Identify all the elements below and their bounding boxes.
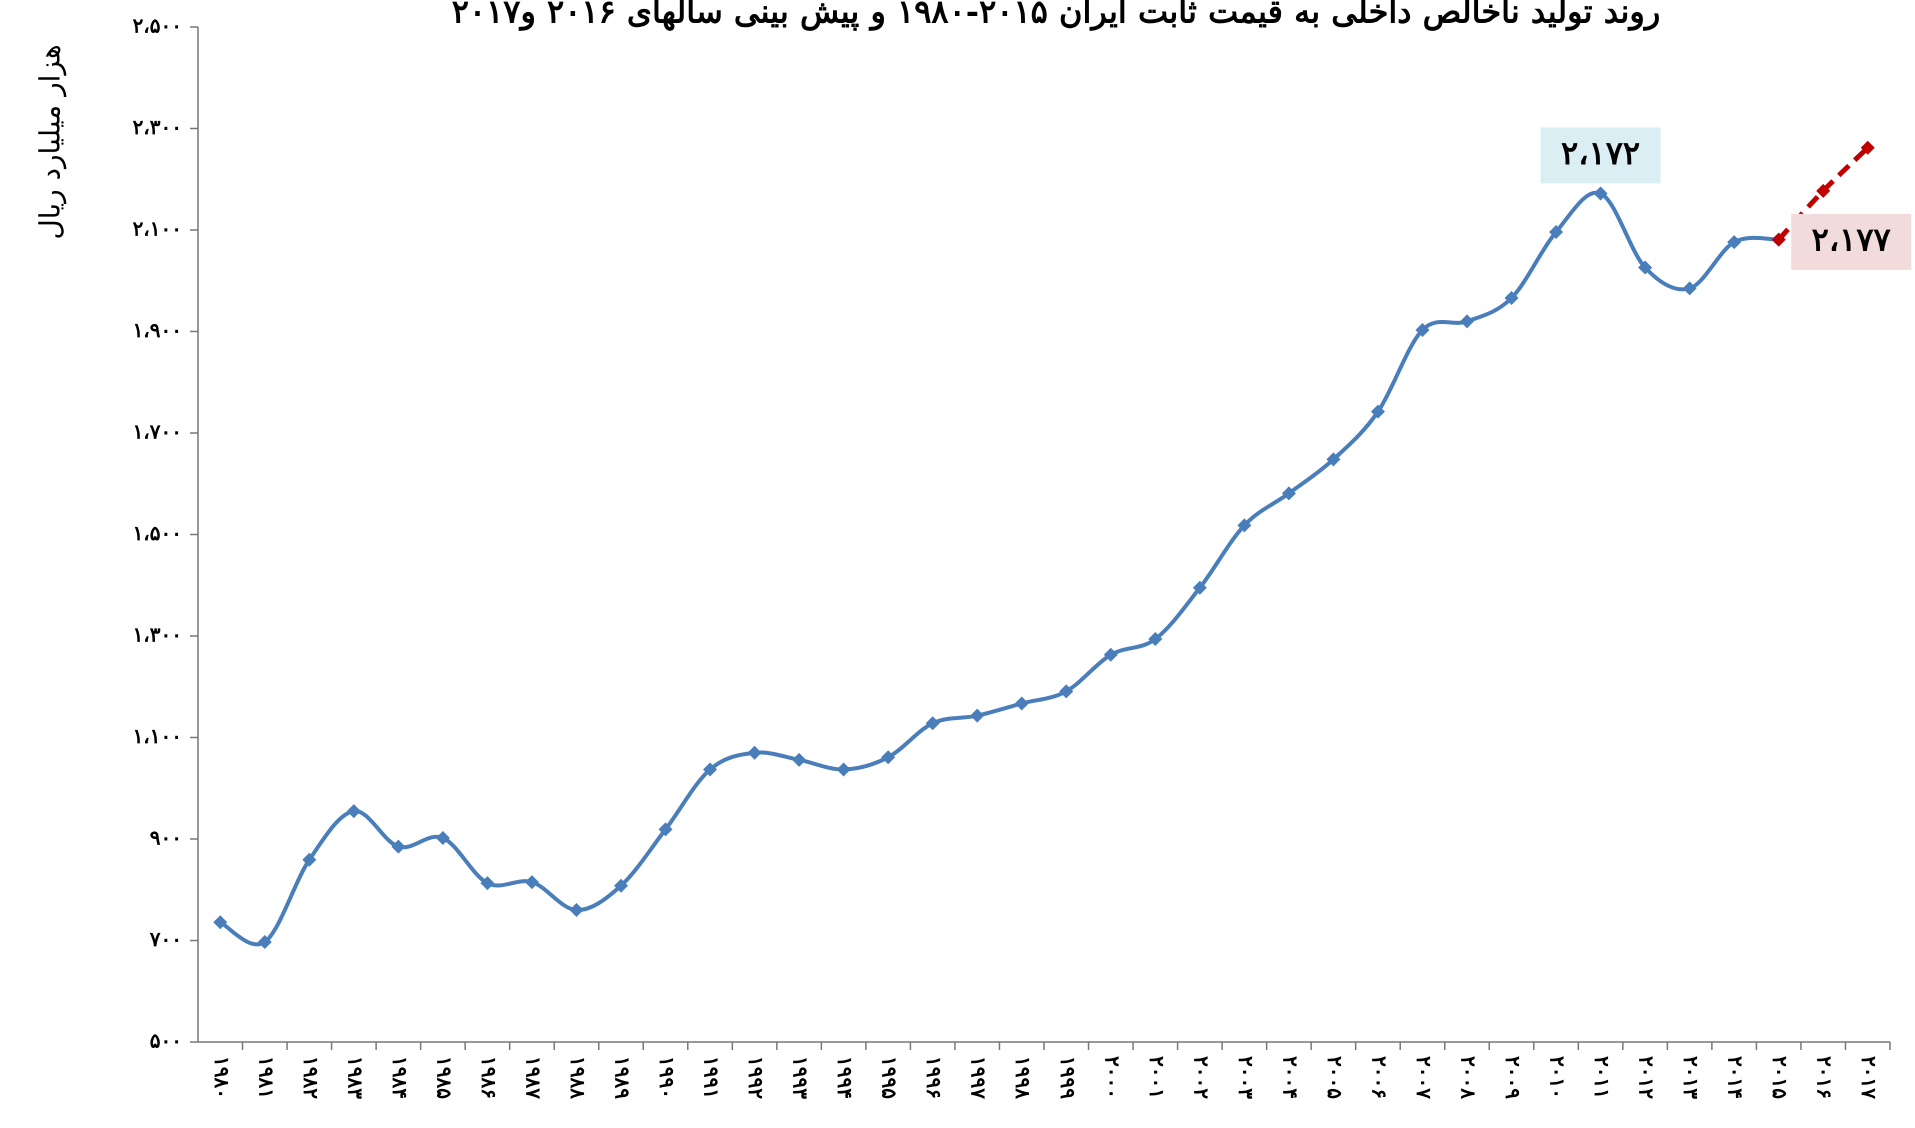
marker <box>1326 452 1341 467</box>
marker <box>1771 232 1786 247</box>
y-axis-title: هزار میلیارد ریال <box>34 44 67 239</box>
marker <box>480 876 495 891</box>
x-tick-label: ۱۹۹۰ <box>655 1056 679 1099</box>
x-tick-label: ۲۰۰۵ <box>1323 1056 1347 1099</box>
y-tick-label: ۱،۵۰۰ <box>133 521 182 545</box>
marker <box>1816 183 1831 198</box>
marker <box>703 762 718 777</box>
x-tick-label: ۱۹۹۴ <box>833 1056 857 1099</box>
marker <box>1638 260 1653 275</box>
x-tick-label: ۱۹۸۶ <box>477 1056 501 1099</box>
x-tick-label: ۱۹۸۱ <box>254 1056 278 1099</box>
x-tick-label: ۱۹۹۳ <box>789 1056 813 1099</box>
x-tick-label: ۲۰۰۶ <box>1367 1056 1391 1099</box>
x-tick-label: ۲۰۱۲ <box>1635 1056 1659 1099</box>
marker <box>1549 225 1564 240</box>
y-tick-label: ۲،۱۰۰ <box>133 217 182 241</box>
marker <box>257 935 272 950</box>
y-tick-label: ۱،۹۰۰ <box>133 318 182 342</box>
x-tick-label: ۱۹۹۷ <box>967 1056 991 1099</box>
x-tick-label: ۲۰۰۹ <box>1501 1056 1525 1099</box>
marker <box>569 903 584 918</box>
x-tick-label: ۲۰۰۰ <box>1100 1056 1124 1099</box>
marker <box>1059 684 1074 699</box>
marker <box>614 878 628 893</box>
x-tick-label: ۱۹۸۳ <box>343 1056 367 1099</box>
y-tick-label: ۱،۱۰۰ <box>133 724 182 748</box>
marker <box>1727 235 1742 250</box>
marker <box>1237 518 1252 533</box>
x-tick-label: ۲۰۰۴ <box>1278 1056 1302 1099</box>
x-tick-label: ۱۹۸۵ <box>432 1056 456 1099</box>
x-tick-label: ۱۹۸۲ <box>299 1056 323 1099</box>
marker <box>1415 322 1430 337</box>
marker <box>1192 580 1207 595</box>
x-tick-label: ۱۹۸۰ <box>210 1056 234 1099</box>
y-tick-label: ۹۰۰ <box>150 826 182 850</box>
x-tick-label: ۲۰۱۵ <box>1768 1056 1792 1099</box>
marker <box>1148 632 1163 647</box>
x-tick-label: ۲۰۱۰ <box>1546 1056 1570 1099</box>
marker <box>1860 140 1875 155</box>
y-tick-label: ۲،۳۰۰ <box>133 115 182 139</box>
marker <box>1682 281 1697 296</box>
marker <box>1014 696 1029 711</box>
marker <box>881 750 896 765</box>
marker <box>346 804 361 819</box>
y-tick-label: ۲،۵۰۰ <box>133 14 182 38</box>
marker <box>302 852 317 867</box>
marker <box>658 822 673 837</box>
marker <box>792 752 807 767</box>
x-tick-label: ۲۰۰۲ <box>1189 1056 1213 1099</box>
value-label-box <box>1791 213 1912 270</box>
marker <box>1460 314 1474 329</box>
value-label-box <box>1540 127 1661 184</box>
y-tick-label: ۱،۷۰۰ <box>133 420 182 444</box>
marker <box>1593 186 1608 201</box>
x-tick-label: ۱۹۹۱ <box>700 1056 724 1099</box>
marker <box>524 875 539 890</box>
marker <box>213 915 228 930</box>
marker <box>747 745 762 760</box>
x-tick-label: ۱۹۹۸ <box>1011 1056 1035 1099</box>
y-tick-label: ۵۰۰ <box>150 1029 182 1053</box>
y-tick-label: ۷۰۰ <box>149 927 182 951</box>
x-tick-label: ۲۰۱۳ <box>1679 1056 1703 1099</box>
x-tick-label: ۲۰۱۷ <box>1857 1056 1881 1099</box>
marker <box>970 708 985 723</box>
x-tick-label: ۲۰۱۴ <box>1724 1056 1748 1099</box>
x-tick-label: ۲۰۱۱ <box>1590 1056 1614 1099</box>
series-line <box>219 190 1779 947</box>
x-tick-label: ۲۰۰۳ <box>1234 1056 1258 1099</box>
x-tick-label: ۲۰۰۸ <box>1457 1056 1481 1099</box>
marker <box>391 839 406 854</box>
x-tick-label: ۱۹۹۵ <box>878 1056 902 1099</box>
x-tick-label: ۱۹۸۷ <box>521 1056 545 1099</box>
x-tick-label: ۱۹۹۶ <box>922 1056 946 1099</box>
x-tick-label: ۲۰۰۱ <box>1145 1056 1169 1099</box>
marker <box>1370 404 1385 419</box>
marker <box>1103 647 1118 662</box>
marker <box>836 762 851 777</box>
value-label: ۲،۱۷۲ <box>1561 134 1640 172</box>
x-tick-label: ۱۹۸۹ <box>611 1056 635 1099</box>
x-tick-label: ۱۹۹۲ <box>744 1056 768 1099</box>
x-tick-label: ۲۰۰۷ <box>1412 1056 1436 1099</box>
x-tick-label: ۲۰۱۶ <box>1813 1056 1837 1099</box>
x-tick-label: ۱۹۹۹ <box>1056 1056 1080 1099</box>
x-tick-label: ۱۹۸۴ <box>388 1056 412 1099</box>
chart-title: روند تولید ناخالص داخلی به قیمت ثابت ایر… <box>452 0 1661 32</box>
marker <box>1504 291 1519 306</box>
marker <box>435 830 450 845</box>
y-tick-label: ۱،۳۰۰ <box>133 623 182 647</box>
value-label: ۲،۱۷۷ <box>1812 220 1892 258</box>
marker <box>1281 486 1296 501</box>
x-tick-label: ۱۹۸۸ <box>566 1056 590 1099</box>
series-line <box>1776 145 1870 242</box>
marker <box>925 716 940 731</box>
